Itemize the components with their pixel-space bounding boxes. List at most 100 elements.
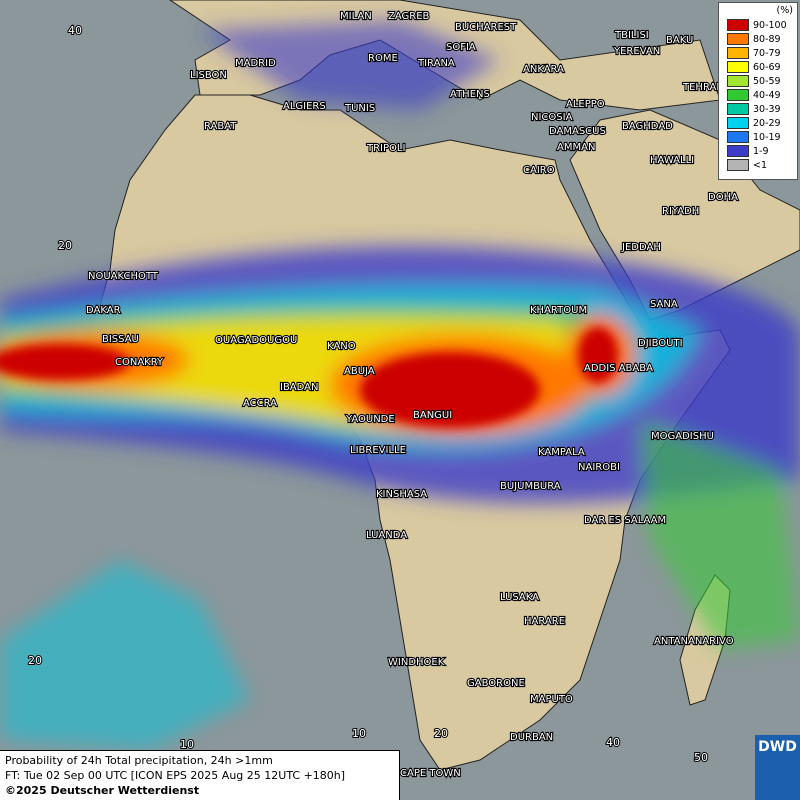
legend-entry: 1-9 xyxy=(719,144,797,158)
city-label: IBADAN xyxy=(280,382,319,393)
legend-label: <1 xyxy=(753,159,768,171)
city-label: ANKARA xyxy=(523,64,564,75)
city-label: NICOSIA xyxy=(531,112,573,123)
legend-entry: <1 xyxy=(719,158,797,172)
precipitation-core xyxy=(0,327,618,428)
city-label: BUCHAREST xyxy=(455,22,517,33)
footer-line: Probability of 24h Total precipitation, … xyxy=(5,754,273,767)
city-label: AMMAN xyxy=(557,142,595,153)
city-label: TBILISI xyxy=(614,30,649,41)
legend-rows: 90-100 80-89 70-79 60-69 50-59 40-49 30-39 20-2… xyxy=(719,18,797,172)
city-label: MOGADISHU xyxy=(651,431,714,442)
city-label: DURBAN xyxy=(510,732,553,743)
city-label: TRIPOLI xyxy=(366,143,405,154)
grid-label: 40 xyxy=(68,24,82,37)
legend-swatch xyxy=(727,117,749,129)
city-label: YAOUNDE xyxy=(345,414,395,425)
city-label: ROME xyxy=(368,53,398,64)
legend-label: 40-49 xyxy=(753,89,781,101)
logo: DWD xyxy=(755,735,800,800)
legend-entry: 20-29 xyxy=(719,116,797,130)
city-label: MAPUTO xyxy=(530,694,573,705)
city-label: NAIROBI xyxy=(578,462,620,473)
legend-entry: 30-39 xyxy=(719,102,797,116)
grid-label: 20 xyxy=(28,654,42,667)
city-label: BANGUI xyxy=(413,410,452,421)
city-label: DJIBOUTI xyxy=(638,338,683,349)
legend-label: 20-29 xyxy=(753,117,781,129)
city-label: SOFIA xyxy=(446,42,476,53)
city-label: CAIRO xyxy=(523,165,555,176)
legend-entry: 40-49 xyxy=(719,88,797,102)
grid-label: 50 xyxy=(694,751,708,764)
city-label: DAMASCUS xyxy=(549,126,606,137)
city-label: DOHA xyxy=(708,192,738,203)
city-label: ABUJA xyxy=(344,366,375,377)
legend-entry: 50-59 xyxy=(719,74,797,88)
city-label: MADRID xyxy=(235,58,276,69)
city-label: KHARTOUM xyxy=(530,305,587,316)
legend-label: 80-89 xyxy=(753,33,781,45)
city-label: KINSHASA xyxy=(376,489,427,500)
grid-label: 10 xyxy=(352,727,366,740)
city-label: BUJUMBURA xyxy=(500,481,561,492)
city-label: CAPE TOWN xyxy=(400,768,461,779)
legend-label: 90-100 xyxy=(753,19,787,31)
city-label: HARARE xyxy=(524,616,565,627)
city-label: BAGHDAD xyxy=(622,121,673,132)
grid-label: 20 xyxy=(58,239,72,252)
city-label: RIYADH xyxy=(662,206,699,217)
city-label: DAKAR xyxy=(86,305,121,316)
legend-swatch xyxy=(727,47,749,59)
city-label: DAR ES SALAAM xyxy=(584,515,666,526)
footer: Probability of 24h Total precipitation, … xyxy=(0,750,400,800)
city-label: TIRANA xyxy=(417,58,455,69)
legend-swatch xyxy=(727,61,749,73)
city-label: KAMPALA xyxy=(538,447,585,458)
legend-entry: 60-69 xyxy=(719,60,797,74)
city-label: ATHENS xyxy=(450,89,490,100)
legend-label: 50-59 xyxy=(753,75,781,87)
legend-swatch xyxy=(727,145,749,157)
city-label: TEHRAN xyxy=(682,82,724,93)
city-label: ALGIERS xyxy=(283,101,326,112)
footer-line: ©2025 Deutscher Wetterdienst xyxy=(5,784,200,797)
legend: (%) 90-100 80-89 70-79 60-69 50-59 40-49 30-39… xyxy=(718,2,798,180)
city-label: ADDIS ABABA xyxy=(584,363,653,374)
grid-label: 10 xyxy=(180,738,194,751)
city-label: CONAKRY xyxy=(115,357,164,368)
city-label: TUNIS xyxy=(344,103,375,114)
legend-label: 1-9 xyxy=(753,145,769,157)
city-label: ALEPPO xyxy=(566,99,605,110)
city-label: HAWALLI xyxy=(650,155,694,166)
city-label: BAKU xyxy=(666,35,693,46)
legend-entry: 90-100 xyxy=(719,18,797,32)
legend-entry: 70-79 xyxy=(719,46,797,60)
labels: 40 20 20 10 10 20 40 50 MILAN ZAGREB BUCHAREST TBIL… xyxy=(27,10,739,780)
legend-label: 10-19 xyxy=(753,131,781,143)
legend-swatch xyxy=(727,75,749,87)
legend-swatch xyxy=(727,159,749,171)
legend-swatch xyxy=(727,33,749,45)
city-label: LISBON xyxy=(190,70,227,81)
city-label: ACCRA xyxy=(243,398,277,409)
legend-label: 70-79 xyxy=(753,47,781,59)
city-label: NOUAKCHOTT xyxy=(88,271,159,282)
city-label: JEDDAH xyxy=(621,242,661,253)
city-label: SANA xyxy=(650,299,678,310)
city-label: YEREVAN xyxy=(613,46,660,57)
legend-swatch xyxy=(727,19,749,31)
grid-label: 20 xyxy=(434,727,448,740)
city-label: RABAT xyxy=(204,121,237,132)
city-label: KANO xyxy=(327,341,356,352)
city-label: ANTANANARIVO xyxy=(654,636,734,647)
legend-label: 60-69 xyxy=(753,61,781,73)
legend-swatch xyxy=(727,131,749,143)
legend-entry: 80-89 xyxy=(719,32,797,46)
city-label: LUSAKA xyxy=(500,592,539,603)
city-label: LUANDA xyxy=(366,530,407,541)
legend-unit: (%) xyxy=(776,5,793,16)
legend-swatch xyxy=(727,103,749,115)
legend-entry: 10-19 xyxy=(719,130,797,144)
